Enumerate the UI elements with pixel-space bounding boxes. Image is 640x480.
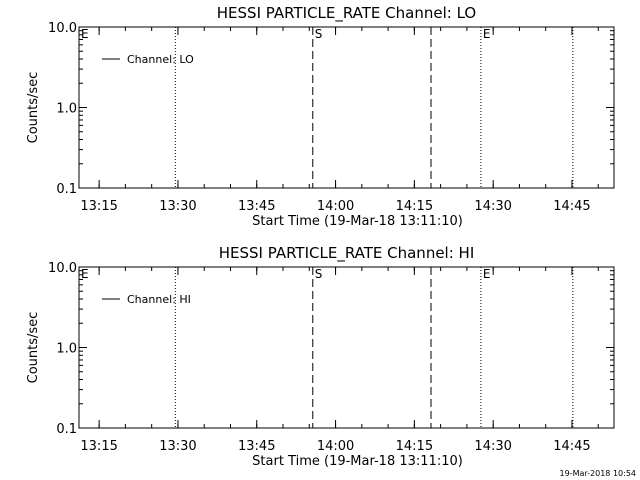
corner-label: E	[81, 267, 89, 281]
y-axis-label: Counts/sec	[26, 312, 41, 384]
x-tick-label: 14:15	[396, 439, 433, 454]
marker-label: S	[315, 27, 323, 41]
legend-label: Channel: HI	[127, 293, 191, 306]
y-axis-label: Counts/sec	[26, 72, 41, 144]
x-tick-label: 13:30	[159, 439, 196, 454]
x-tick-label: 13:45	[238, 199, 275, 214]
marker-label: E	[483, 27, 491, 41]
y-tick-label: 0.1	[56, 182, 77, 197]
x-tick-label: 13:15	[80, 199, 117, 214]
y-tick-label: 10.0	[48, 261, 77, 276]
plot-frame	[78, 266, 615, 429]
footer-timestamp: 19-Mar-2018 10:54	[560, 469, 637, 478]
y-tick-label: 10.0	[48, 21, 77, 36]
marker-label: E	[483, 267, 491, 281]
x-tick-label: 14:15	[396, 199, 433, 214]
x-tick-label: 13:45	[238, 439, 275, 454]
chart-panel-hi: HESSI PARTICLE_RATE Channel: HI 0.1 1.0 10.…	[26, 244, 615, 469]
x-tick-label: 14:30	[474, 439, 511, 454]
chart-title: HESSI PARTICLE_RATE Channel: LO	[217, 4, 476, 23]
x-tick-label: 14:45	[553, 439, 590, 454]
y-tick-label: 0.1	[56, 422, 77, 437]
x-axis-label: Start Time (19-Mar-18 13:11:10)	[252, 214, 463, 229]
y-tick-label: 1.0	[56, 102, 77, 117]
x-tick-label: 14:00	[317, 199, 354, 214]
marker-label: S	[315, 267, 323, 281]
corner-label: E	[81, 27, 89, 41]
x-tick-label: 14:30	[474, 199, 511, 214]
x-tick-label: 13:15	[80, 439, 117, 454]
x-axis-label: Start Time (19-Mar-18 13:11:10)	[252, 454, 463, 469]
chart-title: HESSI PARTICLE_RATE Channel: HI	[219, 244, 475, 263]
x-tick-label: 13:30	[159, 199, 196, 214]
chart-panel-lo: HESSI PARTICLE_RATE Channel: LO 0.1 1.0 10.…	[26, 4, 615, 229]
x-tick-label: 14:45	[553, 199, 590, 214]
legend-label: Channel: LO	[127, 53, 194, 66]
x-tick-label: 14:00	[317, 439, 354, 454]
y-tick-label: 1.0	[56, 342, 77, 357]
plot-frame	[78, 26, 615, 189]
